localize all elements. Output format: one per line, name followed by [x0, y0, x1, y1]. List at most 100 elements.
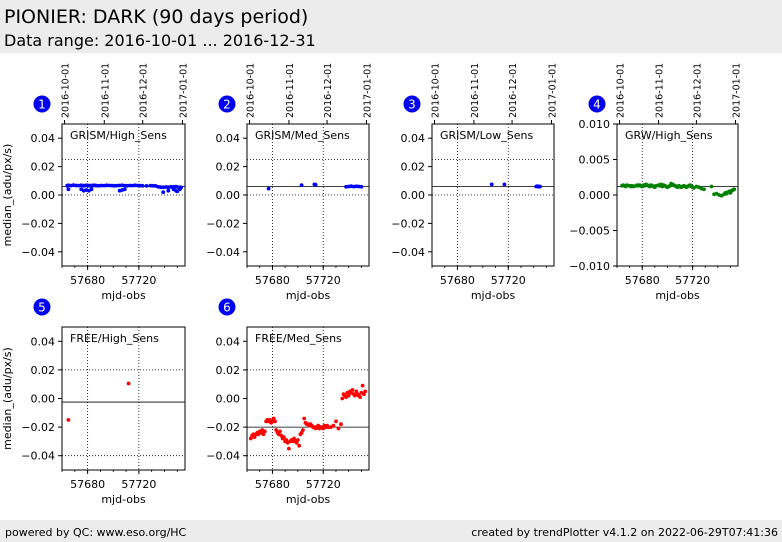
- data-point-6: [301, 428, 305, 432]
- date-tick-label: 2017-01-01: [547, 63, 558, 118]
- chart-5: −0.04 −0.02 0.00 0.02 0.04 57680 57720 FREE/Hig…: [1, 298, 186, 506]
- chart-3: −0.04 −0.02 0.00 0.02 0.04 57680 57720 2016-10-…: [391, 63, 558, 302]
- y-axis-label: median_(adu/px/s): [1, 144, 14, 247]
- y-tick-label: 0.04: [31, 335, 56, 348]
- data-point-2: [313, 182, 318, 187]
- y-tick-label: −0.005: [569, 225, 610, 238]
- chart-1: −0.04 −0.02 0.00 0.02 0.04 57680 57720 2016-10-…: [1, 63, 189, 302]
- data-point-6: [358, 395, 362, 399]
- date-tick-label: 2017-01-01: [362, 63, 373, 118]
- data-point-6: [261, 432, 266, 437]
- data-point-1: [144, 184, 149, 188]
- x-tick-label: 57720: [306, 274, 341, 287]
- y-tick-label: 0.04: [216, 132, 241, 145]
- footer-credit: powered by QC: www.eso.org/HC: [5, 526, 187, 539]
- x-axis-label: mjd-obs: [655, 289, 700, 302]
- x-tick-label: 57680: [255, 478, 290, 491]
- data-point-6: [334, 419, 338, 424]
- y-tick-label: −0.04: [21, 246, 55, 259]
- panel-number: 3: [408, 98, 416, 112]
- date-tick-label: 2016-10-01: [61, 63, 72, 118]
- data-point-6: [346, 393, 351, 398]
- x-axis-label: mjd-obs: [471, 289, 516, 302]
- date-tick-label: 2017-01-01: [178, 63, 189, 118]
- data-point-6: [336, 426, 341, 431]
- data-point-4: [709, 184, 714, 189]
- x-tick-label: 57680: [70, 478, 105, 491]
- y-tick-label: 0.00: [31, 189, 56, 202]
- y-tick-label: 0.00: [216, 189, 241, 202]
- panel-label: GRISM/High_Sens: [70, 129, 167, 142]
- data-point-1: [89, 187, 94, 192]
- y-tick-label: 0.000: [579, 189, 611, 202]
- panel-number: 5: [38, 301, 46, 315]
- plot-frame-6: [246, 326, 370, 471]
- panel-label: GRISM/Low_Sens: [440, 129, 533, 142]
- panel-label: GRISM/Med_Sens: [255, 129, 350, 142]
- panel-number: 6: [223, 301, 231, 315]
- y-tick-label: 0.04: [31, 132, 56, 145]
- chart-2: −0.04 −0.02 0.00 0.02 0.04 57680 57720 2016-10-…: [206, 63, 373, 302]
- date-tick-label: 2016-11-01: [100, 63, 111, 118]
- panel-number: 4: [593, 98, 601, 112]
- data-point-6: [270, 419, 275, 424]
- y-tick-label: −0.010: [569, 260, 610, 273]
- y-tick-label: 0.00: [31, 393, 56, 406]
- y-tick-label: 0.02: [216, 364, 241, 377]
- y-tick-label: −0.02: [391, 217, 425, 230]
- y-tick-label: −0.04: [21, 450, 55, 463]
- page-title: PIONIER: DARK (90 days period): [4, 6, 309, 28]
- x-tick-label: 57720: [121, 478, 156, 491]
- data-point-6: [363, 389, 368, 394]
- data-point-1: [175, 189, 180, 194]
- data-point-4: [732, 187, 737, 192]
- data-point-1: [140, 183, 145, 188]
- y-tick-label: 0.00: [401, 189, 426, 202]
- y-tick-label: 0.005: [579, 154, 611, 167]
- panel-number-badge: [33, 298, 51, 316]
- y-tick-label: 0.02: [31, 161, 56, 174]
- header-bar: PIONIER: DARK (90 days period) Data rang…: [0, 0, 782, 53]
- data-point-1: [122, 187, 127, 192]
- data-point-6: [331, 423, 336, 428]
- data-point-4: [702, 187, 706, 192]
- y-tick-label: −0.02: [21, 217, 55, 230]
- date-tick-label: 2017-01-01: [731, 63, 742, 118]
- data-point-5: [126, 381, 131, 386]
- x-tick-label: 57680: [440, 274, 475, 287]
- data-point-6: [326, 425, 331, 429]
- y-tick-label: 0.02: [216, 161, 241, 174]
- data-point-1: [178, 187, 182, 192]
- panel-label: FREE/High_Sens: [70, 332, 159, 345]
- x-tick-label: 57720: [121, 274, 156, 287]
- y-tick-label: −0.04: [206, 246, 240, 259]
- date-tick-label: 2016-12-01: [692, 63, 703, 118]
- data-point-1: [166, 188, 171, 193]
- data-point-6: [297, 443, 301, 448]
- y-tick-label: 0.02: [31, 364, 56, 377]
- x-axis-label: mjd-obs: [286, 493, 331, 506]
- x-axis-label: mjd-obs: [101, 289, 146, 302]
- x-axis-label: mjd-obs: [286, 289, 331, 302]
- y-tick-label: 0.04: [401, 132, 426, 145]
- data-point-6: [340, 396, 345, 401]
- data-point-2: [299, 183, 304, 188]
- chart-4: −0.010 −0.005 0.000 0.005 0.010 57680 57720 201…: [569, 63, 742, 302]
- panel-number: 2: [223, 98, 231, 112]
- data-point-1: [161, 190, 166, 195]
- x-tick-label: 57720: [306, 478, 341, 491]
- data-point-6: [339, 422, 343, 427]
- y-tick-label: −0.02: [206, 421, 240, 434]
- data-point-6: [273, 419, 277, 424]
- x-tick-label: 57720: [675, 274, 710, 287]
- data-point-6: [302, 416, 307, 421]
- x-tick-label: 57680: [625, 274, 660, 287]
- date-tick-label: 2016-11-01: [285, 63, 296, 118]
- data-point-6: [278, 429, 282, 434]
- data-point-6: [295, 438, 300, 442]
- date-tick-label: 2016-10-01: [246, 63, 257, 118]
- footer-bar: powered by QC: www.eso.org/HC created by…: [0, 520, 782, 542]
- data-point-6: [262, 429, 267, 434]
- y-tick-label: −0.02: [206, 217, 240, 230]
